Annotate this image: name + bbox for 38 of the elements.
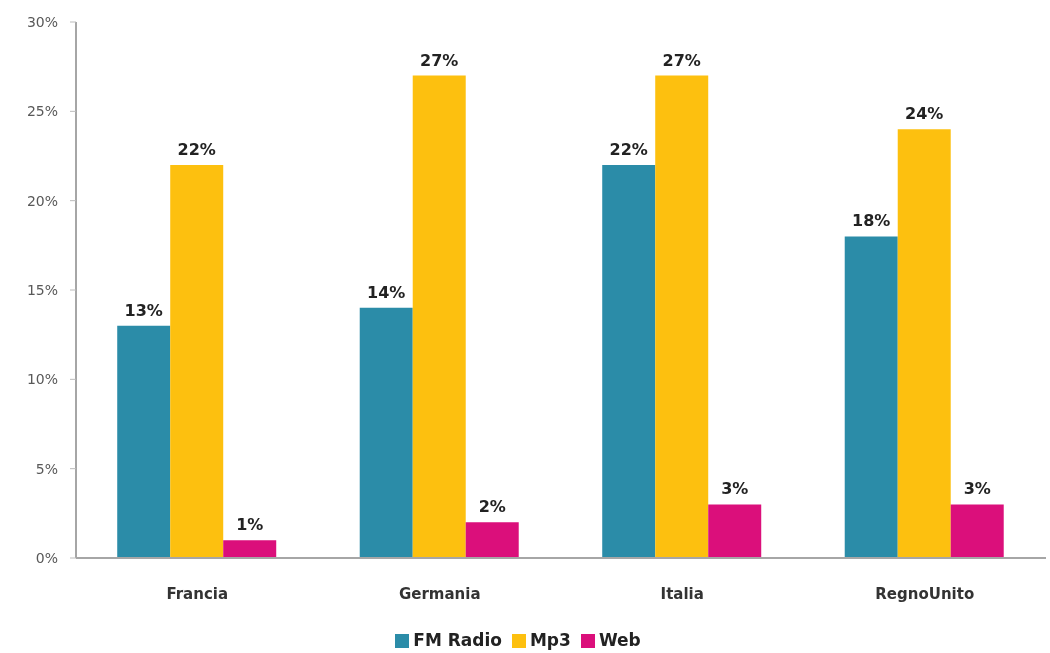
bar xyxy=(465,522,519,558)
bar xyxy=(117,325,171,558)
data-label: 3% xyxy=(963,479,991,499)
x-tick-label: Italia xyxy=(660,584,704,603)
bar xyxy=(412,75,466,558)
data-label: 22% xyxy=(177,139,216,159)
data-label: 18% xyxy=(852,211,891,231)
legend-label: Mp3 xyxy=(529,630,571,650)
data-label: 3% xyxy=(721,479,749,499)
y-tick-label: 20% xyxy=(26,192,58,209)
data-label: 13% xyxy=(124,300,163,320)
y-tick-label: 25% xyxy=(26,103,58,120)
bar xyxy=(170,164,224,558)
x-tick-label: Francia xyxy=(166,584,229,603)
bar xyxy=(602,164,656,558)
legend-label: FM Radio xyxy=(413,630,502,650)
data-label: 24% xyxy=(905,104,944,124)
bar xyxy=(844,236,898,558)
bar xyxy=(655,75,709,558)
bar xyxy=(950,504,1004,558)
y-tick-label: 30% xyxy=(26,13,58,30)
bar xyxy=(897,129,951,558)
y-tick-label: 15% xyxy=(26,281,58,298)
data-label: 22% xyxy=(609,139,648,159)
x-tick-label: RegnoUnito xyxy=(875,584,975,603)
y-tick-label: 5% xyxy=(35,460,58,477)
data-label: 2% xyxy=(478,497,506,517)
data-label: 1% xyxy=(236,515,264,535)
data-label: 27% xyxy=(420,50,459,70)
bar xyxy=(359,307,413,558)
bar xyxy=(223,540,277,558)
data-label: 27% xyxy=(662,50,701,70)
y-tick-label: 0% xyxy=(35,549,58,566)
data-label: 14% xyxy=(367,282,406,302)
bar xyxy=(708,504,762,558)
legend-label: Web xyxy=(598,630,641,650)
y-tick-label: 10% xyxy=(26,371,58,388)
x-tick-label: Germania xyxy=(398,584,481,603)
